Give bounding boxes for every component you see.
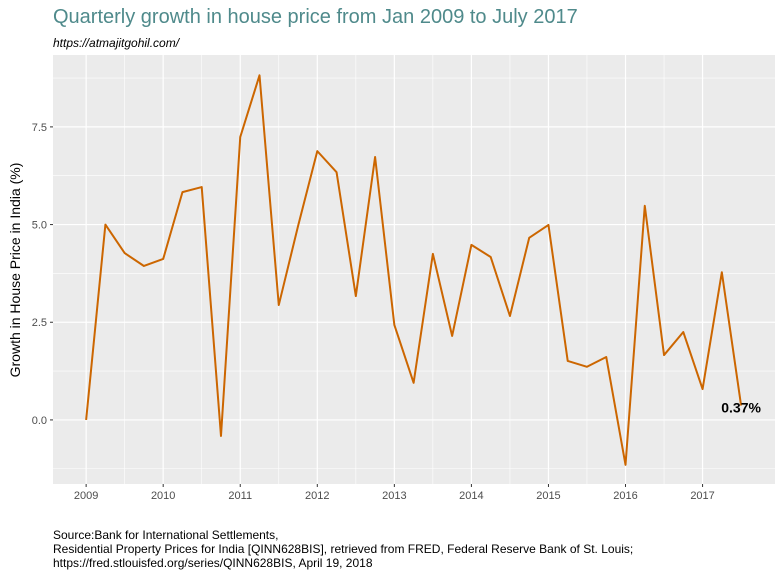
y-tick-label: 0.0 (32, 415, 47, 427)
chart-subtitle: https://atmajitgohil.com/ (53, 36, 180, 50)
x-tick-label: 2012 (305, 490, 329, 502)
caption-line: Residential Property Prices for India [Q… (53, 542, 634, 556)
series-line (85, 74, 743, 466)
y-tick-label: 5.0 (32, 220, 47, 232)
y-tick-label: 2.5 (32, 317, 47, 329)
chart-title: Quarterly growth in house price from Jan… (53, 6, 578, 28)
last-value-annotation: 0.37% (721, 399, 761, 415)
x-tick-label: 2011 (228, 490, 252, 502)
source-caption: Source:Bank for International Settlement… (53, 528, 633, 570)
x-tick-label: 2013 (382, 490, 406, 502)
axes: 2009 2010 2011 2012 2013 2014 2015 2016 2017 0.0 2… (32, 122, 715, 502)
x-tick-label: 2014 (459, 490, 483, 502)
x-tick-label: 2009 (74, 490, 98, 502)
caption-line: https://fred.stlouisfed.org/series/QINN6… (53, 556, 373, 570)
caption-line: Source:Bank for International Settlement… (53, 528, 279, 542)
y-axis-label: Growth in House Price in India (%) (7, 163, 23, 378)
x-tick-label: 2016 (613, 490, 637, 502)
x-tick-label: 2015 (536, 490, 560, 502)
x-tick-label: 2017 (690, 490, 714, 502)
y-tick-label: 7.5 (32, 122, 47, 134)
x-tick-label: 2010 (151, 490, 175, 502)
